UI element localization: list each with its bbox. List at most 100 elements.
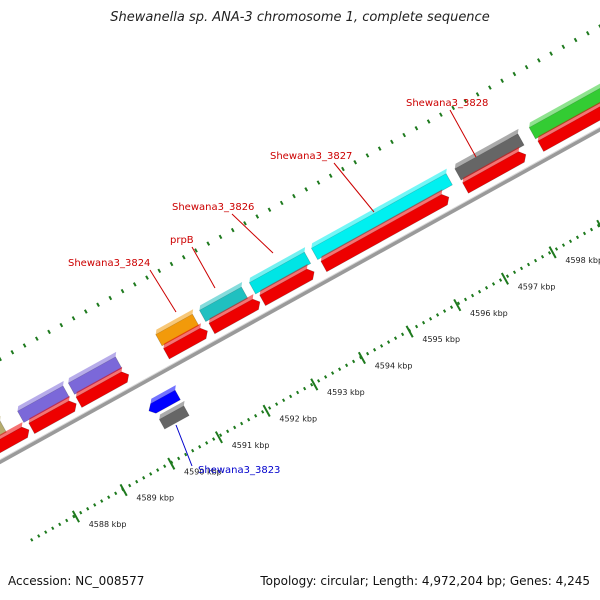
outer-tick	[0, 356, 2, 362]
scale-dot	[233, 425, 237, 430]
scale-dot	[317, 379, 321, 383]
outer-tick	[463, 98, 468, 104]
scale-dot	[428, 317, 433, 321]
scale-dot	[310, 382, 314, 387]
scale-dot	[477, 289, 482, 294]
outer-tick	[426, 119, 431, 124]
scale-dot	[435, 313, 440, 317]
accession-text: Accession: NC_008577	[8, 574, 145, 588]
scale-dot	[100, 499, 104, 503]
scale-tick-label: 4597 kbp	[518, 282, 556, 291]
outer-tick	[598, 24, 600, 29]
outer-tick	[59, 322, 64, 328]
outer-tick	[230, 227, 235, 233]
scale-tick-label: 4588 kbp	[89, 520, 127, 529]
scale-tick-label: 4594 kbp	[375, 362, 413, 371]
scale-dot	[386, 340, 391, 344]
outer-tick	[439, 112, 443, 117]
outer-tick	[475, 92, 480, 97]
scale-dot	[184, 452, 188, 457]
scale-tick-label: 4590 kbp	[184, 467, 222, 476]
scale-dot	[37, 534, 41, 538]
scale-tick-label: 4589 kbp	[136, 494, 174, 503]
outer-tick	[512, 71, 517, 77]
scale-dot	[149, 472, 153, 476]
grid-tick-layer	[0, 24, 600, 362]
backbone-layer	[0, 126, 600, 465]
scale-major-tick	[119, 483, 128, 497]
outer-tick	[255, 214, 260, 219]
outer-tick	[390, 139, 394, 145]
scale-major-tick	[310, 378, 319, 391]
scale-dot	[393, 336, 398, 340]
outer-tick	[120, 288, 125, 294]
gene-label: Shewana3_3824	[68, 258, 150, 269]
scale-dot	[421, 320, 426, 325]
scale-dot	[86, 507, 90, 511]
outer-tick	[549, 51, 553, 56]
scale-dot	[596, 223, 600, 228]
outer-tick	[279, 200, 284, 206]
outer-tick	[377, 146, 382, 151]
gene-label: prpB	[170, 235, 194, 246]
scale-dot	[456, 301, 461, 306]
scale-dot	[212, 437, 216, 441]
gene-leader-line	[449, 109, 477, 158]
scale-dot	[331, 371, 335, 375]
outer-tick	[22, 343, 27, 348]
scale-major-tick	[405, 325, 414, 338]
outer-tick	[316, 180, 321, 185]
scale-dot	[240, 421, 244, 426]
outer-tick	[169, 261, 174, 267]
outer-tick	[10, 350, 15, 355]
scale-tick-label: 4598 kbp	[565, 256, 600, 265]
outer-tick	[108, 295, 113, 301]
scale-dot	[533, 258, 538, 263]
scale-dot	[324, 375, 328, 379]
map-title: Shewanella sp. ANA-3 chromosome 1, compl…	[110, 10, 490, 25]
outer-tick	[365, 153, 370, 158]
scale-dot	[65, 518, 69, 523]
outer-tick	[304, 187, 309, 192]
strand-box	[75, 366, 130, 408]
scale-dot	[289, 394, 293, 399]
outer-tick	[561, 44, 566, 50]
outer-tick	[573, 37, 578, 43]
scale-dot	[512, 270, 517, 275]
outer-tick	[218, 234, 223, 240]
scale-dot	[365, 351, 370, 356]
strand-box	[462, 146, 527, 194]
strand-box	[28, 395, 77, 435]
scale-dot	[400, 332, 405, 337]
gene-leader-line	[175, 424, 193, 467]
outer-tick	[194, 248, 198, 253]
strand-box	[0, 422, 30, 454]
scale-dot	[344, 363, 349, 368]
outer-tick	[267, 207, 272, 212]
gene-leader-line	[191, 246, 216, 289]
strand-box	[320, 189, 450, 273]
scale-tick-label: 4596 kbp	[470, 309, 508, 318]
scale-dot	[30, 538, 34, 542]
scale-dot	[107, 495, 111, 500]
scale-dot	[191, 448, 195, 453]
outer-tick	[157, 268, 162, 274]
scale-dot	[51, 526, 55, 531]
outer-tick	[132, 282, 137, 287]
scale-dot	[72, 514, 76, 519]
gene-label: Shewana3_3827	[270, 151, 352, 162]
scale-dot	[219, 433, 223, 437]
outer-tick	[524, 64, 529, 70]
outer-tick	[341, 166, 345, 172]
scale-tick-label: 4592 kbp	[279, 414, 317, 423]
scale-dot	[254, 413, 258, 418]
outer-tick	[353, 159, 358, 165]
outer-tick	[488, 85, 492, 90]
scale-dot	[351, 359, 356, 364]
strand-box	[208, 294, 261, 335]
scale-dot	[268, 406, 272, 410]
scale-dot	[135, 479, 139, 484]
feature-layer	[0, 83, 600, 454]
outer-tick	[414, 126, 419, 131]
